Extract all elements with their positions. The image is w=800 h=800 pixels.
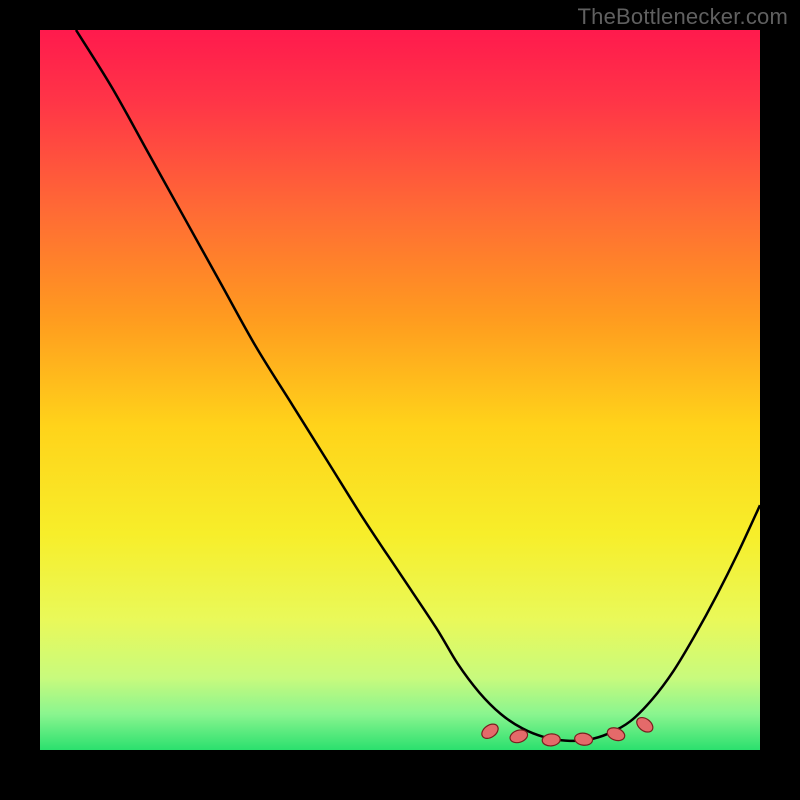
chart-background [40,30,760,750]
chart-frame: TheBottlenecker.com [0,0,800,800]
plot-area [40,30,760,750]
watermark-text: TheBottlenecker.com [578,4,788,30]
bottleneck-curve-chart [40,30,760,750]
